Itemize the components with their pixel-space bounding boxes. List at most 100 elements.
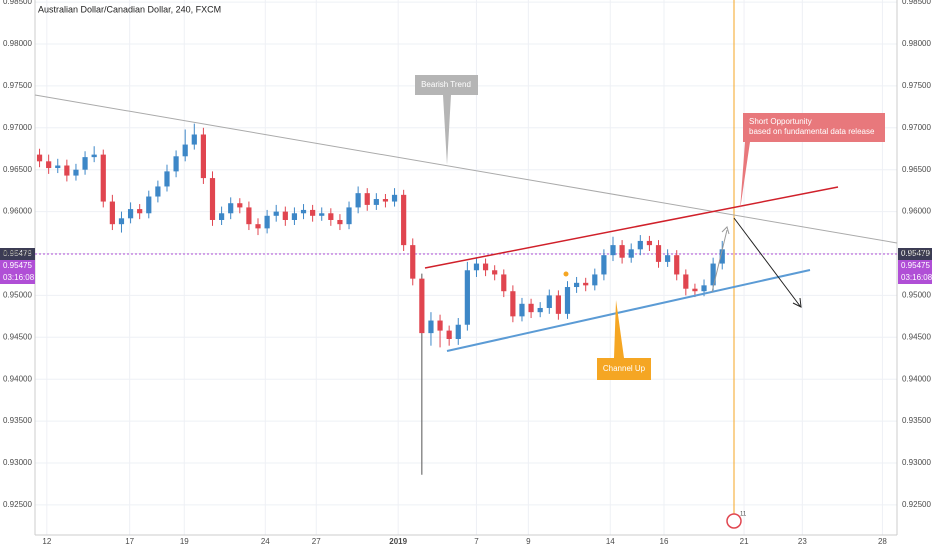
y-tick-label: 0.95000 <box>902 291 931 300</box>
short-callout <box>740 113 885 210</box>
short-label: based on fundamental data release <box>749 127 875 136</box>
last-price-box <box>898 248 932 260</box>
countdown-box <box>0 272 35 284</box>
arrow-head <box>792 297 802 308</box>
x-tick-label: 2019 <box>389 537 407 546</box>
candle-body <box>410 245 416 279</box>
candle-body <box>482 263 489 271</box>
candle-body <box>137 209 143 214</box>
candle-body <box>655 245 662 262</box>
candle-body <box>282 211 288 220</box>
y-tick-label: 0.95500 <box>902 249 931 258</box>
candle-body <box>182 144 188 157</box>
candle-body <box>355 193 361 208</box>
candle-body <box>291 213 298 220</box>
bearish-label: Bearish Trend <box>421 80 471 89</box>
x-tick-label: 16 <box>660 537 669 546</box>
candle-body <box>573 282 580 288</box>
candle-body <box>373 199 379 205</box>
event-dot <box>563 271 569 277</box>
candle-body <box>419 278 425 334</box>
candle-body <box>319 213 325 216</box>
candle-body <box>710 263 716 286</box>
candle-body <box>146 196 152 214</box>
y-tick-label: 0.97000 <box>3 123 32 132</box>
countdown: 03:16:08 <box>3 273 35 282</box>
y-tick-label: 0.98000 <box>902 39 931 48</box>
candle-body <box>437 320 443 331</box>
candle-body <box>501 274 507 292</box>
channel-bottom-line <box>446 269 811 352</box>
last-price-box <box>0 248 35 260</box>
bearish-trend-line <box>34 94 898 244</box>
candle-body <box>391 194 398 202</box>
candle-body <box>173 156 179 172</box>
candle-body <box>610 245 616 256</box>
candle-body <box>401 194 407 246</box>
candle-body <box>228 203 234 214</box>
candle-body <box>300 209 307 214</box>
x-tick-label: 19 <box>180 537 189 546</box>
candle-body <box>109 201 115 225</box>
x-tick-label: 27 <box>312 537 321 546</box>
candle-body <box>665 255 671 262</box>
candle-body <box>510 291 516 317</box>
last-price: 0.95479 <box>901 249 930 258</box>
event-icon[interactable] <box>726 513 742 529</box>
candle-body <box>264 215 270 229</box>
chart-title: Australian Dollar/Canadian Dollar, 240, … <box>38 4 221 14</box>
candle-body <box>646 240 653 246</box>
y-tick-label: 0.98500 <box>3 0 32 6</box>
y-tick-label: 0.94000 <box>3 374 32 383</box>
candle-body <box>200 134 206 179</box>
candle-body <box>382 199 389 202</box>
y-tick-label: 0.96000 <box>902 207 931 216</box>
bid-price: 0.95475 <box>901 261 930 270</box>
candle-body <box>464 270 470 325</box>
x-tick-label: 9 <box>526 537 531 546</box>
y-tick-label: 0.96000 <box>3 207 32 216</box>
candle-body <box>246 207 252 225</box>
candle-body <box>346 207 352 225</box>
y-tick-label: 0.97000 <box>902 123 931 132</box>
candle-body <box>218 213 225 220</box>
candle-body <box>255 224 261 229</box>
candle-body <box>592 274 598 286</box>
candle-body <box>674 255 680 275</box>
candle-body <box>127 209 134 219</box>
candle-body <box>473 263 480 271</box>
bid-box <box>0 260 35 272</box>
y-tick-label: 0.96500 <box>3 165 32 174</box>
candle-body <box>64 165 70 176</box>
candle-body <box>583 282 589 286</box>
arrow-head <box>721 226 730 235</box>
candle-body <box>55 165 61 169</box>
x-tick-label: 23 <box>798 537 807 546</box>
candle-body <box>428 320 434 334</box>
candle-body <box>364 193 370 205</box>
x-tick-label: 24 <box>261 537 270 546</box>
candle-body <box>273 211 279 216</box>
candle-body <box>337 219 343 225</box>
short-label: Short Opportunity <box>749 117 812 126</box>
candle-body <box>310 209 316 216</box>
channel-callout <box>597 300 651 380</box>
x-tick-label: 7 <box>474 537 479 546</box>
y-tick-label: 0.93000 <box>3 458 32 467</box>
projection-up <box>711 229 728 293</box>
candle-body <box>637 240 643 250</box>
channel-label: Channel Up <box>603 364 646 373</box>
y-tick-label: 0.94500 <box>3 332 32 341</box>
candle-body <box>455 324 461 339</box>
candle-body <box>619 245 625 258</box>
x-tick-label: 21 <box>740 537 749 546</box>
y-tick-label: 0.94000 <box>902 374 931 383</box>
y-tick-label: 0.96500 <box>902 165 931 174</box>
candle-body <box>328 213 334 220</box>
y-tick-label: 0.93500 <box>902 416 931 425</box>
y-tick-label: 0.93000 <box>902 458 931 467</box>
last-price: 0.95479 <box>3 249 32 258</box>
bid-box <box>898 260 932 272</box>
candle-body <box>564 287 571 314</box>
